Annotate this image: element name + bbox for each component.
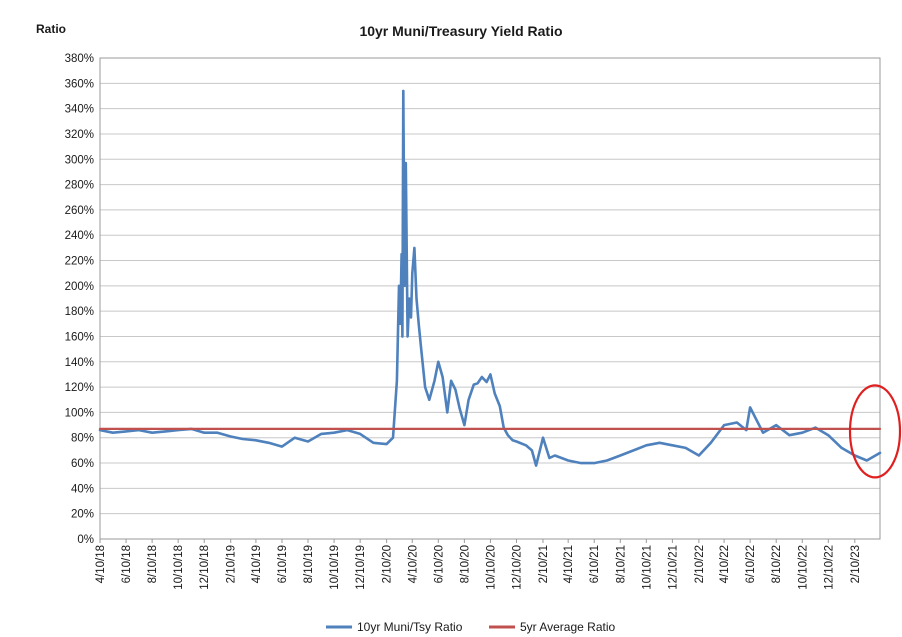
y-tick-label: 320% bbox=[65, 129, 94, 141]
x-tick-label: 2/10/19 bbox=[226, 545, 238, 583]
y-tick-label: 180% bbox=[65, 306, 94, 318]
y-tick-label: 340% bbox=[65, 104, 94, 116]
legend-item-average: 5yr Average Ratio bbox=[489, 620, 615, 634]
x-tick-label: 6/10/21 bbox=[589, 545, 601, 583]
chart-title: 10yr Muni/Treasury Yield Ratio bbox=[359, 23, 562, 39]
x-tick-label: 4/10/18 bbox=[95, 545, 107, 583]
y-tick-label: 40% bbox=[71, 483, 94, 495]
series-layer bbox=[98, 89, 882, 467]
x-tick-label: 2/10/22 bbox=[694, 545, 706, 583]
series-line-ratio bbox=[98, 89, 882, 467]
plot-area bbox=[99, 57, 881, 540]
x-tick-label: 10/10/20 bbox=[485, 545, 497, 590]
y-tick-label: 80% bbox=[71, 433, 94, 445]
x-tick-label: 2/10/23 bbox=[850, 545, 862, 583]
y-tick-label: 280% bbox=[65, 180, 94, 192]
y-tick-label: 300% bbox=[65, 154, 94, 166]
x-tick-label: 10/10/22 bbox=[797, 545, 809, 590]
x-tick-label: 4/10/22 bbox=[719, 545, 731, 583]
y-tick-labels: 0% 20% 40% 60% 80% 100% 120% 140% 160% 180% 200% 22… bbox=[65, 53, 94, 546]
x-tick-label: 8/10/19 bbox=[303, 545, 315, 583]
x-tick-label: 4/10/21 bbox=[563, 545, 575, 583]
x-tick-label: 10/10/18 bbox=[173, 545, 185, 590]
x-tick-label: 6/10/19 bbox=[277, 545, 289, 583]
legend-item-ratio: 10yr Muni/Tsy Ratio bbox=[326, 620, 463, 634]
y-tick-label: 260% bbox=[65, 205, 94, 217]
y-tick-label: 20% bbox=[71, 509, 94, 521]
x-tick-label: 8/10/21 bbox=[615, 545, 627, 583]
x-tick-labels: 4/10/18 6/10/18 8/10/18 10/10/18 12/10/18 2/1… bbox=[95, 539, 862, 590]
x-tick-label: 2/10/20 bbox=[382, 545, 394, 583]
y-tick-label: 200% bbox=[65, 281, 94, 293]
x-tick-label: 8/10/20 bbox=[459, 545, 471, 583]
y-tick-label: 60% bbox=[71, 458, 94, 470]
x-tick-label: 4/10/19 bbox=[251, 545, 263, 583]
annotation-layer bbox=[848, 384, 902, 479]
x-tick-label: 12/10/18 bbox=[199, 545, 211, 590]
y-tick-label: 160% bbox=[65, 331, 94, 343]
legend-label-ratio: 10yr Muni/Tsy Ratio bbox=[357, 620, 463, 634]
x-tick-label: 2/10/21 bbox=[538, 545, 550, 583]
y-tick-label: 380% bbox=[65, 53, 94, 65]
x-tick-label: 12/10/20 bbox=[511, 545, 523, 590]
x-tick-label: 8/10/22 bbox=[771, 545, 783, 583]
x-tick-label: 6/10/22 bbox=[745, 545, 757, 583]
x-tick-label: 12/10/21 bbox=[667, 545, 679, 590]
y-tick-label: 120% bbox=[65, 382, 94, 394]
y-tick-label: 240% bbox=[65, 230, 94, 242]
x-tick-label: 4/10/20 bbox=[407, 545, 419, 583]
highlight-ellipse bbox=[848, 384, 902, 479]
legend: 10yr Muni/Tsy Ratio 5yr Average Ratio bbox=[326, 620, 615, 634]
y-tick-label: 360% bbox=[65, 78, 94, 90]
x-tick-label: 12/10/22 bbox=[823, 545, 835, 590]
x-tick-label: 10/10/19 bbox=[329, 545, 341, 590]
y-tick-label: 140% bbox=[65, 357, 94, 369]
y-tick-label: 220% bbox=[65, 256, 94, 268]
x-tick-label: 6/10/20 bbox=[433, 545, 445, 583]
x-tick-label: 8/10/18 bbox=[147, 545, 159, 583]
y-tick-label: 0% bbox=[77, 534, 94, 546]
x-tick-label: 6/10/18 bbox=[121, 545, 133, 583]
y-axis-label: Ratio bbox=[36, 22, 66, 36]
gridlines bbox=[100, 57, 880, 540]
x-tick-label: 12/10/19 bbox=[355, 545, 367, 590]
y-tick-label: 100% bbox=[65, 407, 94, 419]
x-tick-label: 10/10/21 bbox=[641, 545, 653, 590]
legend-label-average: 5yr Average Ratio bbox=[520, 620, 615, 634]
